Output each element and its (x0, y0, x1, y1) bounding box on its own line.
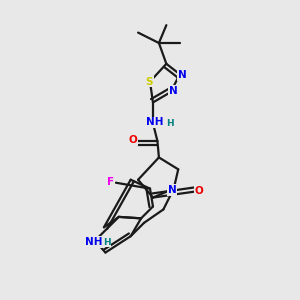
Text: N: N (178, 70, 187, 80)
Text: O: O (128, 136, 137, 146)
Text: H: H (103, 238, 111, 247)
Text: O: O (195, 186, 204, 196)
Text: N: N (168, 185, 177, 195)
Text: S: S (146, 76, 153, 87)
Text: F: F (107, 177, 114, 187)
Text: H: H (167, 119, 174, 128)
Text: NH: NH (85, 237, 102, 247)
Text: NH: NH (146, 117, 163, 128)
Text: N: N (169, 86, 178, 96)
